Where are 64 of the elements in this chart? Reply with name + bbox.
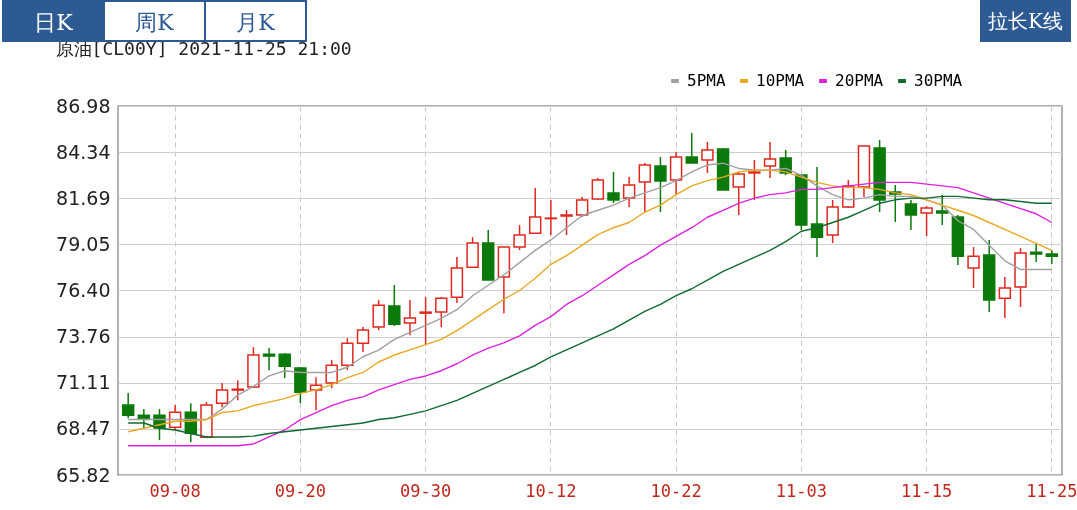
candlestick <box>904 199 918 231</box>
x-tick-label: 09-20 <box>274 480 326 501</box>
y-tick-label: 73.76 <box>56 325 111 348</box>
candlestick <box>356 326 370 353</box>
text: 月K <box>236 10 275 35</box>
candlestick <box>1045 249 1059 265</box>
candlestick <box>231 379 244 401</box>
candlestick <box>967 246 980 289</box>
candlestick <box>137 408 151 429</box>
candlestick <box>544 199 558 236</box>
candlestick <box>435 296 448 328</box>
y-tick-label: 84.34 <box>56 140 111 163</box>
candlestick <box>325 359 338 389</box>
candlestick <box>936 194 949 226</box>
y-tick-label: 86.98 <box>56 94 111 117</box>
candlestick <box>372 299 385 331</box>
text: 拉长K线 <box>980 0 1071 42</box>
candlestick <box>998 276 1012 319</box>
text: 日K <box>34 10 73 35</box>
candlestick <box>388 284 401 327</box>
x-tick-label: 10-22 <box>650 480 702 501</box>
candlestick <box>732 171 745 216</box>
candlestick <box>1029 242 1043 263</box>
candlestick <box>121 392 135 419</box>
candlestick <box>341 337 354 371</box>
candlestick <box>654 156 667 213</box>
y-tick-label: 79.05 <box>56 232 111 255</box>
candlestick <box>575 196 589 218</box>
candlestick <box>638 162 652 213</box>
candlestick <box>607 171 620 204</box>
y-tick-label: 68.47 <box>56 417 111 440</box>
x-tick-label: 10-12 <box>525 480 577 501</box>
candlestick <box>920 205 933 237</box>
y-tick-label: 76.40 <box>56 279 111 301</box>
x-tick-label: 09-08 <box>149 480 201 501</box>
candlestick <box>215 382 229 408</box>
candlestick <box>309 376 323 411</box>
candlestick <box>560 209 573 236</box>
candlestick <box>748 159 761 201</box>
y-tick-label: 65.82 <box>56 463 111 486</box>
x-tick-label: 11-25 <box>1026 480 1077 501</box>
x-tick-label: 09-30 <box>400 480 452 501</box>
legend-label: 5PMA <box>687 71 726 90</box>
candlestick <box>701 141 714 174</box>
text: 周K <box>135 10 174 35</box>
candlestick <box>685 132 698 164</box>
legend-label: 10PMA <box>756 71 805 90</box>
candlestick <box>278 352 291 379</box>
x-tick-label: 11-15 <box>900 480 953 501</box>
candlestick <box>419 296 432 346</box>
legend-label: 20PMA <box>835 71 884 90</box>
x-tick-label: 11-03 <box>775 480 827 501</box>
candlestick <box>403 299 417 336</box>
legend-label: 30PMA <box>914 71 963 90</box>
y-tick-label: 81.69 <box>56 186 111 209</box>
candlestick <box>591 177 605 201</box>
candlestick <box>669 151 683 196</box>
candlestick <box>763 141 777 179</box>
candlestick <box>513 224 526 251</box>
candlestick <box>622 176 636 208</box>
candlestick <box>810 166 824 258</box>
y-tick-label: 71.11 <box>56 371 111 394</box>
candlestick <box>528 187 542 234</box>
candlestick <box>262 347 276 371</box>
